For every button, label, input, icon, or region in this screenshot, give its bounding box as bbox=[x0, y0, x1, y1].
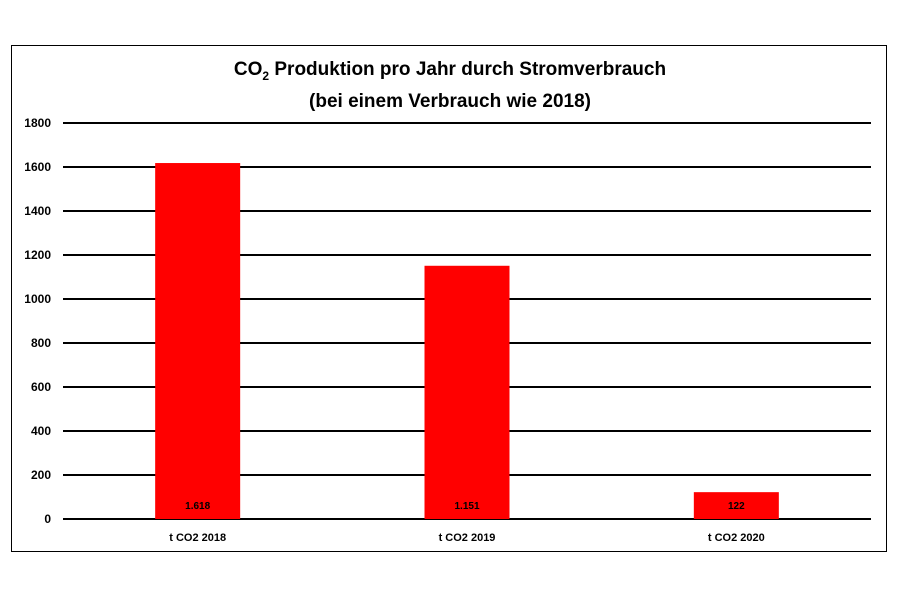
labels: 0 200 400 600 800 1000 1200 1400 1600 1800 1.618 t … bbox=[24, 116, 764, 544]
bars bbox=[155, 163, 779, 520]
y-tick-label: 400 bbox=[31, 424, 51, 438]
chart-title-line1: CO2 Produktion pro Jahr durch Stromverbr… bbox=[0, 57, 900, 89]
data-label: 1.151 bbox=[454, 501, 479, 512]
y-tick-label: 200 bbox=[31, 468, 51, 482]
y-tick-label: 600 bbox=[31, 380, 51, 394]
y-tick-label: 0 bbox=[44, 512, 51, 526]
y-tick-label: 1200 bbox=[24, 248, 51, 262]
x-tick-label: t CO2 2020 bbox=[708, 532, 765, 544]
y-tick-label: 1400 bbox=[24, 204, 51, 218]
chart-title: CO2 Produktion pro Jahr durch Stromverbr… bbox=[0, 57, 900, 114]
x-tick-label: t CO2 2019 bbox=[439, 532, 496, 544]
y-tick-label: 1600 bbox=[24, 160, 51, 174]
data-label: 1.618 bbox=[185, 501, 210, 512]
title-rest: Produktion pro Jahr durch Stromverbrauch bbox=[269, 59, 667, 80]
y-tick-label: 1800 bbox=[24, 116, 51, 130]
bar bbox=[424, 265, 510, 519]
y-tick-label: 1000 bbox=[24, 292, 51, 306]
x-tick-label: t CO2 2018 bbox=[169, 532, 226, 544]
chart-subtitle: (bei einem Verbrauch wie 2018) bbox=[309, 90, 591, 112]
bar bbox=[155, 163, 241, 520]
data-label: 122 bbox=[728, 501, 745, 512]
title-subscript: 2 bbox=[262, 68, 270, 83]
y-tick-label: 800 bbox=[31, 336, 51, 350]
bar bbox=[693, 492, 779, 519]
title-prefix: CO bbox=[233, 59, 263, 80]
